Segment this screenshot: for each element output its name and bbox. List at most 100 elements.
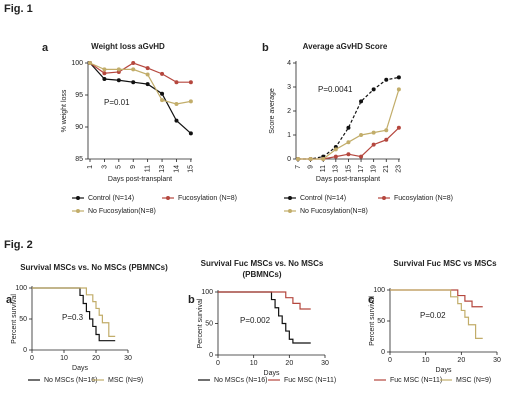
data-point bbox=[145, 82, 150, 87]
chart-title: Survival MSCs vs. No MSCs (PBMNCs) bbox=[20, 263, 168, 272]
data-point bbox=[371, 142, 376, 147]
panel-letter: c bbox=[368, 294, 374, 306]
chart-title: Weight loss aGvHD bbox=[91, 42, 165, 51]
data-point bbox=[174, 80, 179, 85]
x-tick-label: 9 bbox=[130, 165, 137, 169]
y-axis-label: Score average bbox=[269, 88, 276, 134]
annotation: P=0.02 bbox=[420, 311, 446, 320]
data-point bbox=[296, 157, 300, 161]
annotation: P=0.002 bbox=[240, 316, 271, 325]
x-tick-label: 15 bbox=[345, 165, 352, 173]
data-point bbox=[116, 78, 121, 83]
survival-curve bbox=[218, 291, 311, 344]
x-tick-label: 10 bbox=[60, 355, 68, 362]
x-tick-label: 0 bbox=[216, 360, 220, 367]
x-tick-label: 17 bbox=[358, 165, 365, 173]
x-tick-label: 0 bbox=[30, 355, 34, 362]
series-line bbox=[89, 62, 191, 83]
data-point bbox=[321, 157, 326, 161]
y-tick-label: 2 bbox=[287, 108, 291, 115]
x-tick-label: 3 bbox=[101, 165, 108, 169]
data-point bbox=[359, 154, 364, 159]
annotation: P=0.3 bbox=[62, 313, 84, 322]
x-tick-label: 10 bbox=[250, 360, 258, 367]
data-point bbox=[188, 99, 193, 104]
annotation: P=0.01 bbox=[104, 98, 130, 107]
x-axis-label: Days bbox=[436, 367, 452, 374]
figure-label: Fig. 1 bbox=[4, 3, 33, 15]
figure-label: Fig. 2 bbox=[4, 239, 33, 251]
data-point bbox=[371, 130, 376, 135]
data-point bbox=[346, 125, 351, 130]
panel-letter: b bbox=[188, 294, 195, 306]
y-tick-label: 95 bbox=[75, 92, 83, 99]
survival-curve bbox=[32, 287, 116, 342]
chart-title: (PBMNCs) bbox=[242, 270, 281, 279]
y-tick-label: 0 bbox=[381, 349, 385, 356]
legend-marker bbox=[382, 196, 386, 200]
data-point bbox=[396, 87, 401, 92]
x-tick-label: 20 bbox=[92, 355, 100, 362]
legend-label: MSC (N=9) bbox=[108, 377, 143, 384]
data-point bbox=[145, 72, 150, 77]
legend-label: Fucosylation (N=8) bbox=[178, 195, 237, 202]
x-tick-label: 5 bbox=[116, 165, 123, 169]
y-tick-label: 50 bbox=[205, 320, 213, 327]
x-tick-label: 21 bbox=[383, 165, 390, 173]
x-axis-label: Days bbox=[264, 370, 280, 377]
data-point bbox=[188, 131, 193, 136]
y-tick-label: 3 bbox=[287, 84, 291, 91]
y-tick-label: 100 bbox=[15, 285, 27, 292]
x-tick-label: 19 bbox=[371, 165, 378, 173]
panel-letter: a bbox=[42, 42, 49, 54]
y-tick-label: 4 bbox=[287, 60, 291, 67]
data-point bbox=[384, 137, 389, 142]
panel-letter: b bbox=[262, 42, 269, 54]
survival-curve bbox=[32, 287, 116, 337]
x-axis-label: Days post-transplant bbox=[316, 176, 380, 183]
data-point bbox=[396, 75, 401, 80]
legend-label: No Fucosylation(N=8) bbox=[300, 208, 368, 215]
series-line bbox=[89, 62, 191, 105]
series-line bbox=[298, 76, 399, 160]
x-tick-label: 20 bbox=[285, 360, 293, 367]
data-point bbox=[371, 87, 376, 92]
legend-label: No MSCs (N=16) bbox=[44, 377, 97, 384]
data-point bbox=[359, 99, 364, 104]
data-point bbox=[88, 61, 92, 65]
data-point bbox=[116, 67, 121, 72]
y-tick-label: 100 bbox=[201, 289, 213, 296]
x-tick-label: 10 bbox=[422, 357, 430, 364]
y-tick-label: 100 bbox=[373, 287, 385, 294]
x-tick-label: 30 bbox=[493, 357, 501, 364]
legend-marker bbox=[76, 209, 80, 213]
legend-marker bbox=[76, 196, 80, 200]
data-point bbox=[384, 77, 389, 82]
data-point bbox=[102, 67, 107, 72]
x-tick-label: 30 bbox=[124, 355, 132, 362]
panel-letter: a bbox=[6, 294, 13, 306]
data-point bbox=[346, 152, 351, 157]
y-axis-label: Percent survival bbox=[11, 294, 18, 344]
legend-label: Control (N=14) bbox=[88, 195, 134, 202]
y-tick-label: 50 bbox=[377, 318, 385, 325]
survival-curve bbox=[390, 289, 483, 339]
chart-title: Survival Fuc MSC vs MSCs bbox=[393, 259, 497, 268]
x-tick-label: 11 bbox=[144, 165, 151, 172]
y-axis-label: % weight loss bbox=[61, 89, 68, 132]
x-tick-label: 14 bbox=[173, 165, 180, 173]
x-tick-label: 23 bbox=[396, 165, 403, 173]
legend-label: No MSCs (N=16) bbox=[214, 377, 267, 384]
data-point bbox=[333, 154, 338, 159]
data-point bbox=[346, 140, 351, 145]
y-tick-label: 0 bbox=[209, 352, 213, 359]
y-tick-label: 0 bbox=[23, 347, 27, 354]
data-point bbox=[160, 91, 165, 96]
survival-curve bbox=[390, 289, 483, 308]
data-point bbox=[188, 80, 193, 85]
data-point bbox=[102, 71, 107, 76]
x-tick-label: 7 bbox=[295, 165, 302, 169]
data-point bbox=[174, 101, 179, 106]
data-point bbox=[359, 133, 364, 137]
data-point bbox=[131, 67, 136, 72]
